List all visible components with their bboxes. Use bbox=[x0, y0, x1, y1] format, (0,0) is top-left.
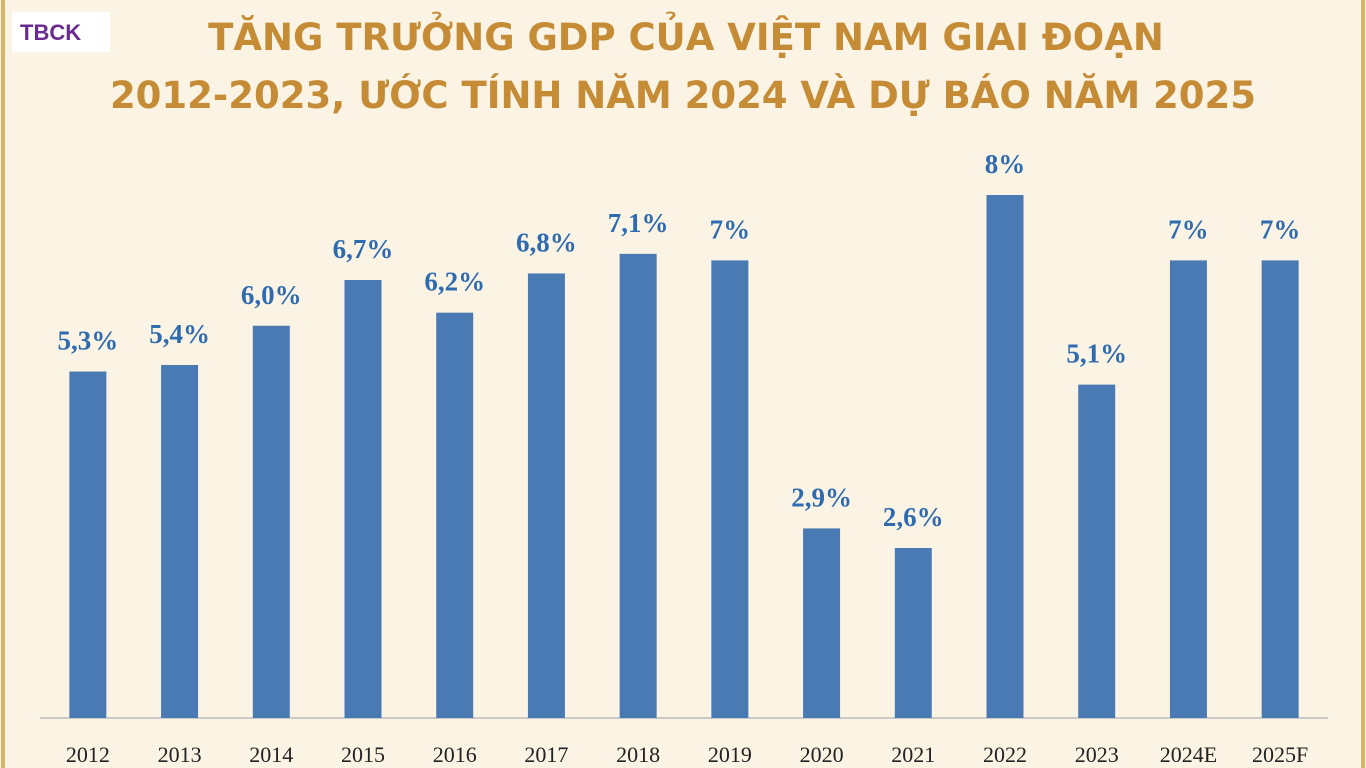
value-label: 5,4% bbox=[149, 319, 210, 349]
value-label: 6,8% bbox=[516, 227, 577, 257]
x-tick-label: 2022 bbox=[983, 742, 1027, 767]
border-right bbox=[1361, 0, 1365, 768]
value-label: 2,9% bbox=[791, 482, 852, 512]
x-tick-label: 2021 bbox=[891, 742, 935, 767]
x-tick-label: 2013 bbox=[158, 742, 202, 767]
bar bbox=[527, 273, 565, 718]
x-tick-label: 2025F bbox=[1252, 742, 1308, 767]
x-tick-label: 2018 bbox=[616, 742, 660, 767]
bar bbox=[711, 260, 749, 718]
value-label: 7% bbox=[1168, 214, 1209, 244]
border-left bbox=[1, 0, 5, 768]
bar bbox=[1169, 260, 1207, 718]
x-tick-label: 2024E bbox=[1160, 742, 1217, 767]
bar bbox=[803, 528, 841, 718]
bar bbox=[1078, 384, 1116, 718]
x-tick-label: 2016 bbox=[433, 742, 477, 767]
x-tick-label: 2015 bbox=[341, 742, 385, 767]
logo: TBCK bbox=[20, 20, 81, 45]
x-tick-label: 2014 bbox=[249, 742, 293, 767]
value-label: 2,6% bbox=[883, 502, 944, 532]
value-label: 5,3% bbox=[57, 326, 118, 356]
x-tick-label: 2012 bbox=[66, 742, 110, 767]
value-label: 8% bbox=[985, 149, 1026, 179]
value-label: 7,1% bbox=[608, 208, 669, 238]
bar bbox=[619, 253, 657, 718]
chart-title: TĂNG TRƯỞNG GDP CỦA VIỆT NAM GIAI ĐOẠN bbox=[208, 11, 1164, 59]
bar bbox=[1261, 260, 1299, 718]
value-label: 7% bbox=[1260, 214, 1301, 244]
bar bbox=[69, 371, 107, 718]
logo-box bbox=[12, 12, 110, 52]
bar bbox=[161, 364, 199, 718]
bar bbox=[344, 279, 382, 718]
x-tick-label: 2020 bbox=[800, 742, 844, 767]
x-tick-label: 2019 bbox=[708, 742, 752, 767]
chart-title: 2012-2023, ƯỚC TÍNH NĂM 2024 VÀ DỰ BÁO N… bbox=[110, 73, 1256, 117]
bar bbox=[436, 312, 474, 718]
bar bbox=[986, 195, 1024, 718]
x-tick-label: 2017 bbox=[524, 742, 568, 767]
value-label: 5,1% bbox=[1066, 339, 1127, 369]
bar bbox=[252, 325, 290, 718]
value-label: 6,2% bbox=[424, 267, 485, 297]
value-label: 6,7% bbox=[333, 234, 394, 264]
value-label: 6,0% bbox=[241, 280, 302, 310]
x-tick-label: 2023 bbox=[1075, 742, 1119, 767]
value-label: 7% bbox=[710, 214, 751, 244]
bar bbox=[894, 548, 932, 718]
